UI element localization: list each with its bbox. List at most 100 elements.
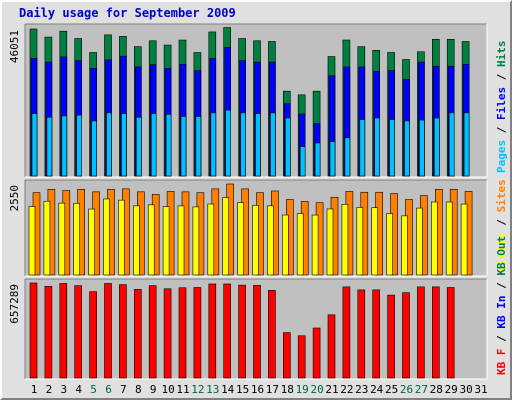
legend-kb-out: KB Out — [495, 236, 508, 276]
bar-kb-f-day-6 — [104, 283, 112, 379]
x-tick-label: 16 — [251, 383, 264, 396]
bar-pages-day-3 — [61, 115, 68, 177]
bar-kb-f-day-15 — [238, 284, 246, 379]
bar-pages-day-18 — [284, 117, 291, 177]
legend-hits: Hits — [495, 41, 508, 68]
panel-1-legend: Pages / Files / Hits — [495, 41, 508, 174]
panel-3-legend: KB F / KB In / KB Out — [495, 236, 508, 375]
bar-visits-day-4 — [73, 202, 80, 276]
x-tick-label: 10 — [161, 383, 174, 396]
x-tick-label: 13 — [206, 383, 219, 396]
bar-pages-day-28 — [433, 117, 440, 177]
bar-visits-day-24 — [371, 207, 379, 276]
bar-visits-day-29 — [445, 201, 453, 276]
panel-2-legend: Visits / Sites — [495, 179, 508, 272]
bar-visits-day-27 — [416, 207, 423, 276]
x-tick-label: 24 — [370, 383, 384, 396]
x-tick-label: 17 — [266, 383, 279, 396]
bar-pages-day-7 — [121, 113, 127, 177]
legend-sites: Sites — [495, 179, 508, 212]
bar-kb-f-day-23 — [357, 289, 366, 379]
bar-visits-day-16 — [252, 205, 259, 276]
x-tick-label: 21 — [325, 383, 338, 396]
bar-pages-day-21 — [329, 141, 336, 177]
bar-kb-f-day-20 — [312, 327, 321, 379]
bar-visits-day-8 — [133, 205, 140, 276]
x-tick-label: 3 — [60, 383, 67, 396]
bar-pages-day-10 — [165, 114, 172, 177]
x-tick-label: 8 — [135, 383, 142, 396]
legend-separator: / — [495, 276, 508, 296]
x-tick-label: 14 — [221, 383, 235, 396]
bar-visits-day-18 — [281, 214, 289, 276]
bar-visits-day-20 — [311, 214, 319, 276]
bar-visits-day-11 — [177, 205, 185, 276]
x-tick-label: 4 — [75, 383, 82, 396]
x-tick-label: 31 — [474, 383, 487, 396]
x-tick-label: 27 — [415, 383, 428, 396]
x-tick-label: 26 — [400, 383, 413, 396]
bar-pages-day-2 — [46, 116, 53, 177]
x-tick-label: 18 — [281, 383, 294, 396]
bar-pages-day-4 — [76, 114, 82, 177]
bar-kb-f-day-17 — [268, 290, 276, 379]
bar-pages-day-24 — [374, 117, 381, 177]
bar-pages-day-12 — [195, 116, 202, 177]
bar-pages-day-15 — [240, 112, 246, 177]
bar-kb-f-day-28 — [431, 286, 440, 379]
bar-kb-f-day-1 — [29, 282, 38, 379]
bar-pages-day-27 — [419, 119, 425, 177]
x-tick-label: 2 — [46, 383, 53, 396]
legend-visits: Visits — [495, 232, 508, 272]
bar-visits-day-7 — [118, 199, 125, 276]
bar-kb-f-day-22 — [342, 286, 351, 379]
bar-visits-day-23 — [356, 207, 364, 276]
bar-visits-day-19 — [296, 213, 304, 276]
x-tick-label: 7 — [120, 383, 127, 396]
bar-pages-day-23 — [359, 119, 366, 177]
x-tick-label: 12 — [191, 383, 204, 396]
bar-kb-f-day-19 — [297, 335, 306, 379]
legend-kb-in: KB In — [495, 296, 508, 329]
bar-visits-day-21 — [326, 208, 334, 276]
bar-pages-day-5 — [91, 120, 97, 177]
bar-pages-day-17 — [270, 112, 276, 177]
bar-visits-day-12 — [192, 206, 200, 276]
x-tick-label: 5 — [90, 383, 97, 396]
bar-pages-day-13 — [210, 112, 217, 177]
bar-kb-f-day-26 — [402, 292, 410, 379]
bar-kb-f-day-18 — [282, 332, 291, 379]
bar-pages-day-1 — [31, 113, 38, 177]
bar-visits-day-9 — [147, 204, 155, 276]
panel-1-max-label: 46051 — [8, 30, 21, 63]
bar-visits-day-30 — [460, 203, 468, 276]
bar-visits-day-13 — [207, 203, 215, 276]
legend-files: Files — [495, 87, 508, 120]
bar-pages-day-25 — [389, 119, 395, 177]
x-tick-label: 1 — [31, 383, 38, 396]
legend-separator: / — [495, 212, 508, 232]
bar-pages-day-19 — [299, 146, 306, 177]
bar-visits-day-6 — [103, 198, 110, 276]
bar-kb-f-day-9 — [148, 285, 157, 379]
bar-kb-f-day-29 — [446, 287, 455, 379]
bar-pages-day-9 — [150, 113, 157, 177]
x-tick-label: 15 — [236, 383, 249, 396]
bar-kb-f-day-21 — [327, 314, 336, 379]
bar-kb-f-day-12 — [193, 287, 202, 379]
legend-separator: / — [495, 120, 508, 140]
panel-3-max-label: 657289 — [8, 284, 21, 324]
bar-visits-day-5 — [88, 208, 95, 276]
x-tick-label: 20 — [310, 383, 323, 396]
bar-kb-f-day-2 — [44, 285, 53, 379]
legend-pages: Pages — [495, 140, 508, 173]
x-tick-label: 30 — [459, 383, 472, 396]
bar-kb-f-day-13 — [208, 283, 217, 379]
bar-pages-day-8 — [136, 116, 142, 177]
x-tick-label: 25 — [385, 383, 398, 396]
x-tick-label: 28 — [430, 383, 443, 396]
x-tick-label: 11 — [176, 383, 189, 396]
legend-separator: / — [495, 67, 508, 87]
x-tick-label: 6 — [105, 383, 112, 396]
